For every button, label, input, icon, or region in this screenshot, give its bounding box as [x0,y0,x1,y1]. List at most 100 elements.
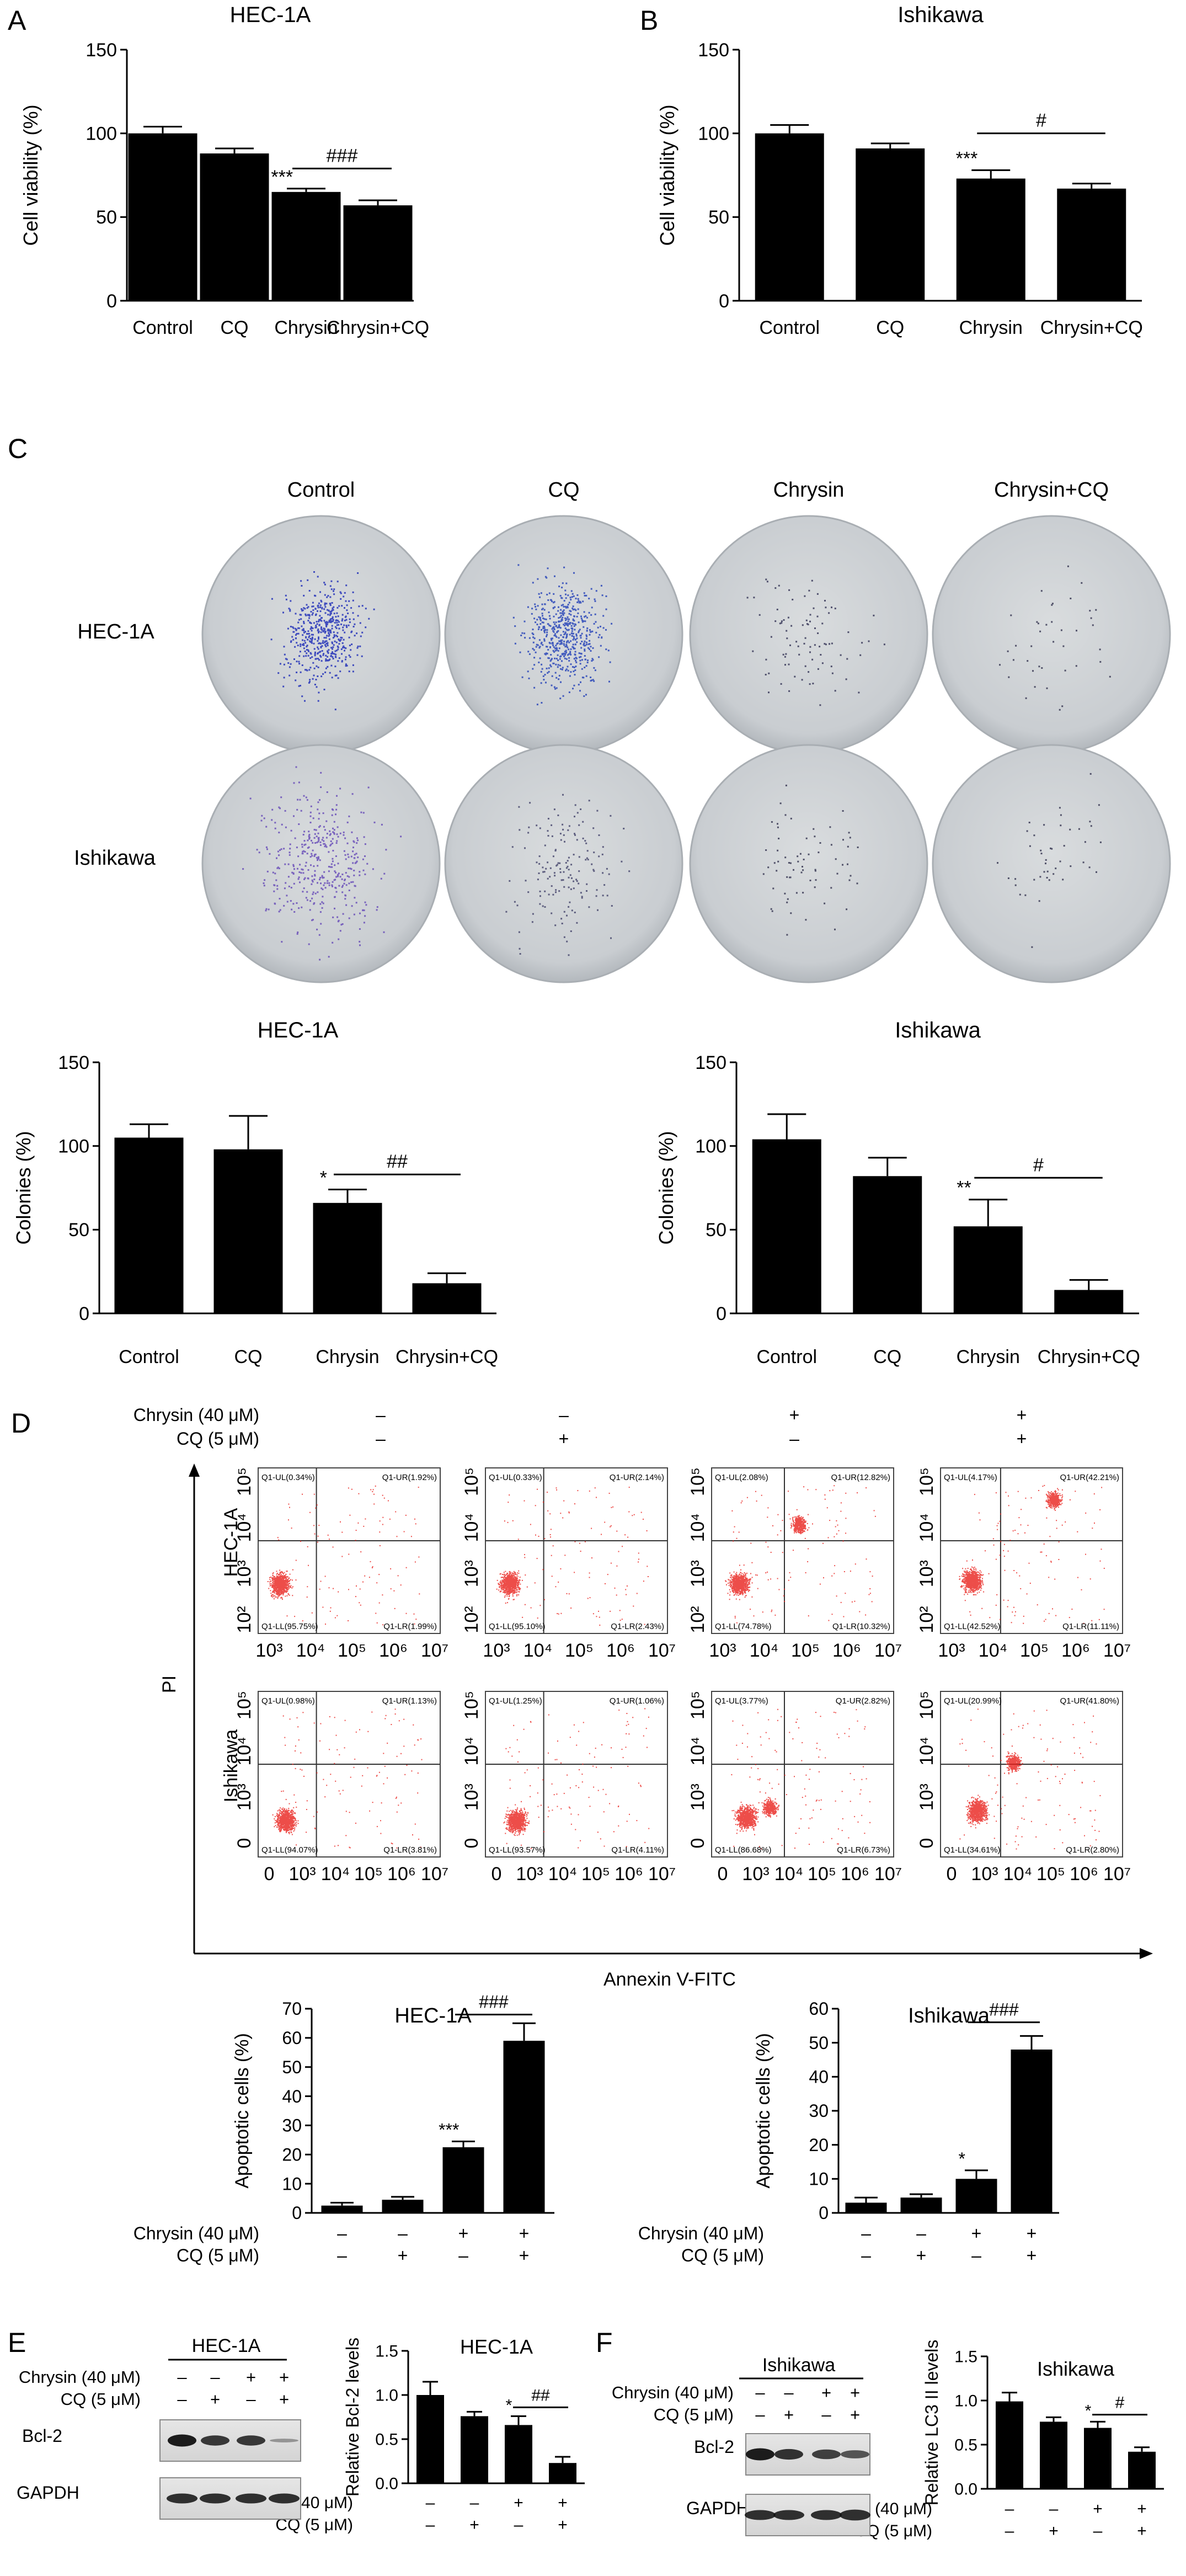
flow-plot-0-3-xtick-1: 10⁴ [979,1640,1007,1661]
flow-plot-0-0-xtick-4: 10⁷ [421,1640,448,1661]
chart-b-xlabel-1: CQ [876,317,904,338]
flow-plot-1-1-ytick-0: 0 [461,1838,482,1849]
dish-0-3 [932,515,1171,754]
chart-e-sig-0: * [506,2396,512,2414]
flow-plot-1-3-xtick-0: 0 [947,1864,957,1885]
flow-plot-0-0-frame [258,1467,441,1634]
flow-plot-1-0-xtick-2: 10⁴ [321,1864,350,1885]
blot-e-band-bcl2: Bcl-2 [22,2426,62,2446]
flow-plot-1-2-xtick-2: 10⁴ [774,1864,803,1885]
chart-e-bar-2 [505,2425,532,2483]
blot-e-cq-sign-2: + [210,2389,220,2409]
flow-plot-0-0-q-ur: Q1-UR(1.92%) [382,1473,437,1482]
chart-e-title: HEC-1A [460,2335,533,2358]
flow-axes: PI Annexin V-FITC [159,1463,1153,1990]
chart-d2-title: Ishikawa [908,2004,990,2027]
chart-e-bar-1 [461,2416,488,2483]
blot-f-bcl2-band-2 [812,2449,841,2460]
flow-plot-0-0-xtick-2: 10⁵ [338,1640,366,1661]
flow-plot-1-2-ytick-0: 0 [687,1838,708,1849]
blot-e-bcl2-band-1 [201,2435,229,2446]
blot-e-chrysin-label: Chrysin (40 μM) [19,2367,141,2387]
dish-1-2 [689,744,928,983]
chart-c1-ytick-label-0: 0 [79,1303,89,1324]
chart-e-cq-sign-1: + [469,2516,479,2534]
chart-c1-sig-0: * [320,1168,327,1189]
chart-f-bar-0 [996,2401,1023,2489]
chart-d2-cq-sign-2: – [971,2245,981,2265]
flow-plot-1-1-xtick-1: 10³ [516,1864,543,1885]
chart-f-ytick-label-1: 0.5 [954,2436,977,2455]
flow-chrysin-label: Chrysin (40 μM) [133,1405,259,1425]
chart-c2-xlabel-2: Chrysin [957,1346,1020,1367]
chart-d1-bar-1 [382,2200,424,2213]
flow-plot-1-0-xtick-4: 10⁶ [387,1864,416,1885]
chart-a: HEC-1A 0 50 100 150 Cell viability (%) *** ### C… [19,3,429,338]
flow-plot-1-3-ytick-1: 10³ [916,1784,937,1811]
flow-plot-0-3-xtick-0: 10³ [938,1640,965,1661]
chart-f-chrysin-sign-1: – [1049,2500,1059,2518]
chart-d1-ytick-label-7: 70 [282,1999,302,2019]
flow-plot-1-2-q-ul: Q1-UL(3.77%) [715,1696,768,1706]
blot-e-chrysin-sign-2: – [210,2367,220,2387]
chart-c2-ytick-label-1: 50 [706,1220,726,1241]
chart-b-ytick-label-1: 50 [708,207,729,228]
panel-label-c: C [8,433,28,464]
flow-plot-0-2-ytick-1: 10³ [687,1560,708,1587]
flow-plot-1-1-q-ll: Q1-LL(93.57%) [489,1845,546,1855]
western-e: HEC-1A Chrysin (40 μM) CQ (5 μM) – – + +… [17,2335,301,2520]
flow-plot-1-3-q-ur: Q1-UR(41.80%) [1060,1696,1119,1706]
chart-e: HEC-1A 0.0 0.5 1.0 1.5 Relative Bcl-2 levels *… [235,2335,585,2534]
flow-plot-1-0-q-ur: Q1-UR(1.13%) [382,1696,437,1706]
flow-x-arrowhead [1140,1948,1153,1959]
chart-c1-xlabel-1: CQ [234,1346,263,1367]
flow-header: Chrysin (40 μM) CQ (5 μM) – – + + – + – … [133,1405,1027,1449]
flow-plot-0-0-q-ll: Q1-LL(95.75%) [261,1622,318,1631]
chart-d1-cq-sign-1: + [398,2245,408,2265]
chart-e-comparison-label: ## [531,2386,550,2404]
chart-d2-cq-sign-0: – [861,2245,871,2265]
chart-d1-chrysin-sign-2: + [458,2223,469,2243]
dish-row-hec1a: HEC-1A [77,620,154,643]
dish-col-chrysin: Chrysin [773,478,845,502]
flow-plot-1-1-xtick-5: 10⁷ [648,1864,676,1885]
blot-f-gapdh-band-0 [745,2510,776,2520]
blot-e-gapdh-band-3 [269,2493,300,2504]
chart-c2-comparison-label: # [1033,1154,1044,1175]
chart-c1-bar-3 [412,1283,482,1313]
blot-f-bcl2-band-3 [841,2450,869,2458]
chart-c2-xlabel-3: Chrysin+CQ [1038,1346,1140,1367]
dish-col-cq: CQ [548,478,580,502]
chart-d-ishikawa: Ishikawa 0 10 20 30 40 50 60 Apoptotic cells (%)… [638,1999,1059,2265]
flow-plot-0-1-ytick-3: 10⁵ [461,1467,482,1496]
chart-a-ytick-label-0: 0 [106,291,117,312]
flow-plot-0-2-ytick-3: 10⁵ [687,1467,708,1496]
flow-plot-1-2-xtick-5: 10⁷ [874,1864,902,1885]
dish-row-ishikawa: Ishikawa [74,847,156,870]
chart-b-xlabel-2: Chrysin [959,317,1023,338]
flow-plot-1-0-ytick-1: 10³ [234,1784,255,1811]
colony-dishes [201,515,1171,983]
chart-e-cq-sign-2: – [514,2516,523,2534]
chart-d1-ytick-label-4: 40 [282,2087,302,2106]
chart-e-chrysin-sign-0: – [426,2494,435,2512]
chart-c2-bar-1 [853,1176,922,1313]
blot-e-cq-label: CQ (5 μM) [61,2389,141,2409]
chart-d1-cq-sign-0: – [337,2245,347,2265]
flow-plot-1-3-xtick-2: 10⁴ [1003,1864,1032,1885]
blot-f-title: Ishikawa [762,2355,835,2376]
chart-c1-title: HEC-1A [258,1018,339,1042]
blot-f-cq-sign-2: + [784,2405,794,2424]
flow-plot-1-0-q-ul: Q1-UL(0.98%) [261,1696,315,1706]
chart-c-hec1a: HEC-1A 0 50 100 150 Colonies (%) * ## Control CQ C… [12,1018,498,1367]
chart-c2-xlabel-1: CQ [873,1346,901,1367]
flow-plot-0-3-ytick-1: 10³ [916,1560,937,1587]
chart-a-title: HEC-1A [230,3,311,27]
flow-plot-0-1-ytick-0: 10² [461,1606,482,1633]
chart-b-bar-2 [956,178,1025,301]
chart-f-ytick-label-0: 0.0 [954,2481,977,2499]
chart-c1-bar-0 [114,1137,184,1313]
chart-c1-xlabel-3: Chrysin+CQ [396,1346,498,1367]
flow-plot-0-1-q-ll: Q1-LL(95.10%) [489,1622,546,1631]
flow-plot-0-3-q-lr: Q1-LR(11.11%) [1062,1622,1119,1631]
